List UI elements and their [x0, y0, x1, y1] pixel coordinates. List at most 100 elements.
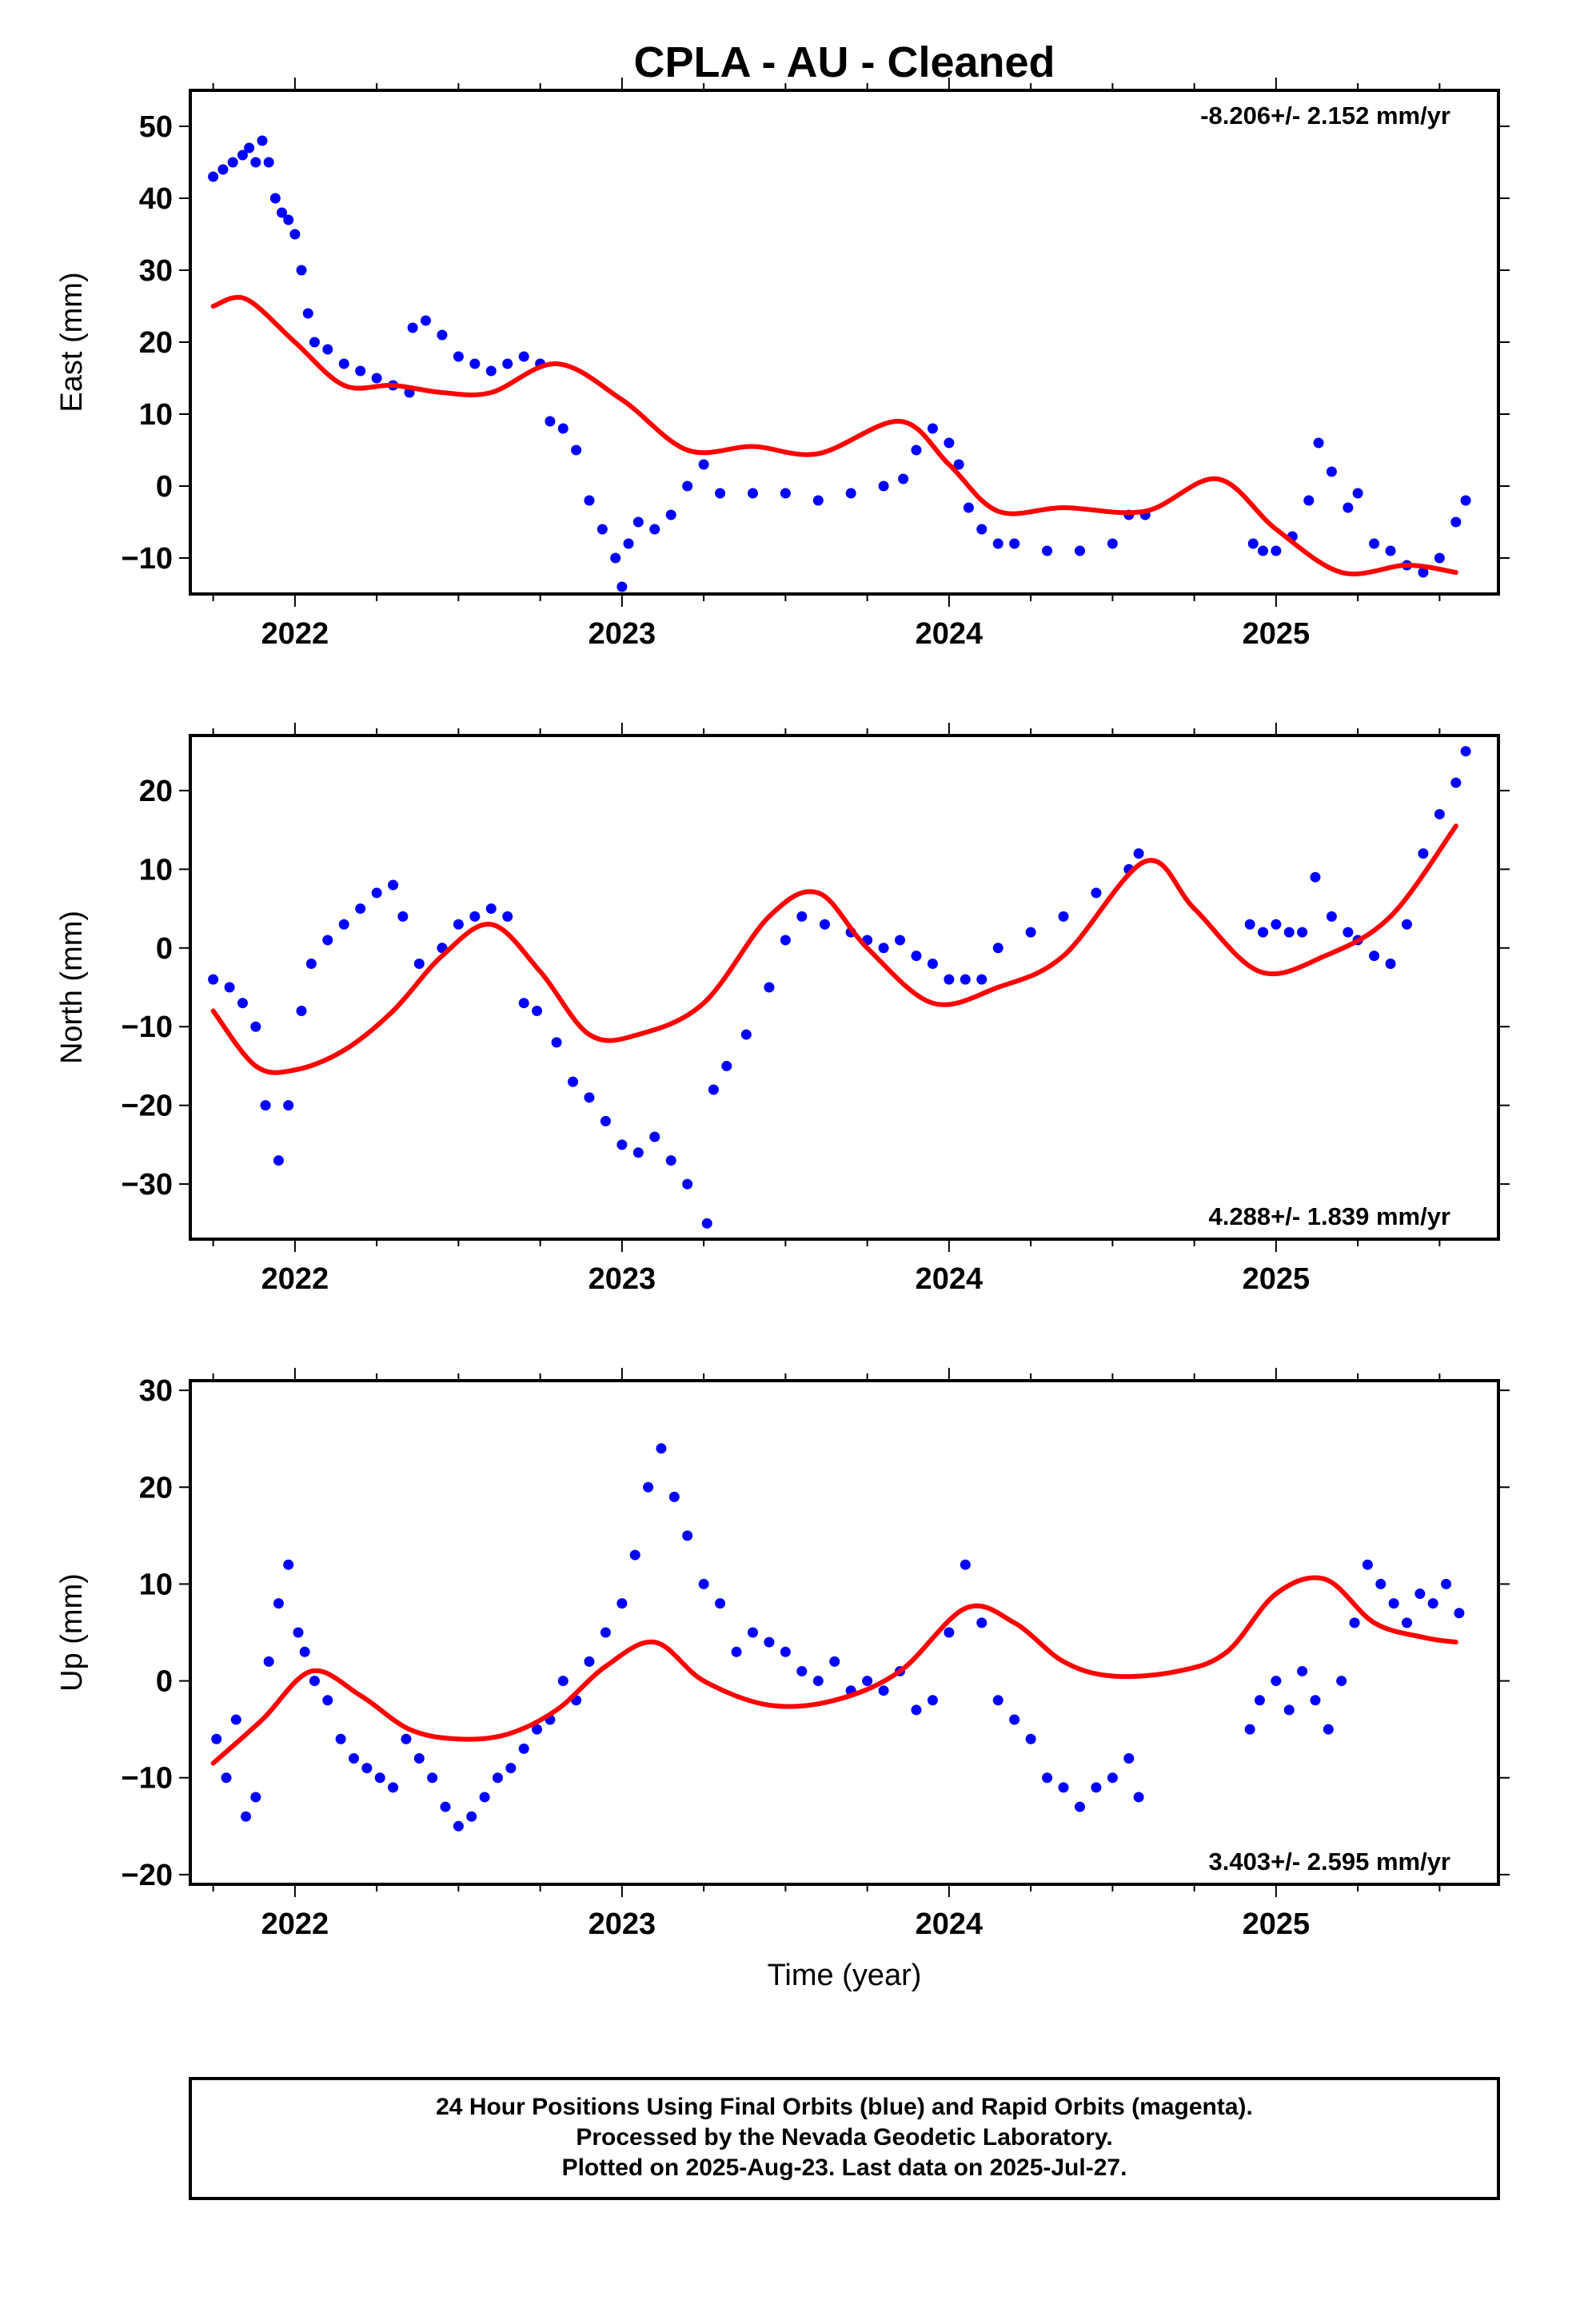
data-point [632, 516, 644, 528]
plot-area [208, 135, 1471, 592]
data-point [388, 879, 399, 891]
data-point [747, 1627, 758, 1638]
data-point [1009, 1714, 1020, 1725]
data-point [289, 229, 301, 240]
y-tick-label: 10 [139, 1568, 173, 1601]
data-point [244, 142, 255, 153]
footer-box: 24 Hour Positions Using Final Orbits (bl… [189, 2077, 1500, 2200]
data-point [1042, 545, 1053, 556]
data-point [1454, 1608, 1465, 1619]
data-point [944, 974, 955, 985]
data-point [992, 1695, 1003, 1706]
panel-1: 2022 2023 2024 2025 −10 0 10 20 30 40 50 East (mm) -… [55, 78, 1510, 651]
data-point [721, 1060, 732, 1071]
fit-curve [210, 823, 1458, 1075]
data-point [557, 423, 569, 434]
x-tick-label: 2022 [261, 1262, 329, 1296]
data-point [780, 935, 791, 946]
data-point [764, 1636, 775, 1648]
data-point [1303, 495, 1315, 506]
data-point [1271, 919, 1282, 930]
y-tick-label: 10 [139, 853, 173, 887]
data-point [427, 1772, 438, 1784]
data-point [322, 1695, 333, 1706]
y-tick-label: 30 [139, 1374, 173, 1408]
data-point [437, 329, 448, 341]
data-point [296, 1006, 307, 1017]
data-point [1247, 538, 1259, 549]
data-point [299, 1646, 310, 1657]
data-point [1133, 1792, 1144, 1803]
data-point [1427, 1598, 1438, 1609]
data-point [600, 1115, 611, 1126]
data-point [878, 943, 889, 954]
data-point [241, 1811, 252, 1822]
data-point [250, 1792, 261, 1803]
data-point [796, 1665, 808, 1676]
data-point [953, 459, 964, 470]
data-point [1326, 466, 1337, 477]
data-point [1434, 808, 1445, 819]
data-point [862, 1676, 873, 1687]
data-point [927, 423, 938, 434]
y-axis-label: North (mm) [55, 911, 89, 1064]
data-point [1258, 927, 1269, 938]
data-point [260, 1100, 271, 1111]
x-tick-label: 2023 [589, 1262, 656, 1296]
data-point [812, 495, 824, 506]
data-point [819, 919, 830, 930]
data-point [992, 538, 1003, 549]
footer-line-2: Processed by the Nevada Geodetic Laborat… [576, 2124, 1112, 2151]
y-tick-label: 0 [156, 1665, 173, 1699]
data-point [1310, 871, 1321, 883]
data-point [469, 911, 481, 922]
data-point [1271, 1676, 1282, 1687]
data-point [1283, 1704, 1295, 1716]
data-point [596, 524, 608, 535]
data-point [780, 1646, 791, 1657]
data-point [1297, 1665, 1308, 1676]
data-point [571, 444, 582, 456]
data-point [1042, 1772, 1053, 1784]
data-point [1369, 951, 1380, 962]
data-point [269, 193, 281, 204]
data-point [453, 351, 464, 362]
y-tick-label: −10 [122, 1762, 173, 1796]
data-point [616, 581, 628, 592]
data-point [623, 538, 634, 549]
data-point [208, 171, 219, 182]
data-point [600, 1627, 611, 1638]
y-tick-label: 0 [156, 470, 173, 504]
data-point [898, 473, 909, 484]
y-tick-label: 20 [139, 326, 173, 360]
data-point [796, 911, 808, 922]
data-point [1310, 1695, 1321, 1706]
data-point [568, 1076, 579, 1087]
x-tick-label: 2024 [916, 1907, 984, 1941]
fit-curve [210, 1575, 1458, 1766]
data-point [1343, 927, 1354, 938]
data-point [963, 502, 974, 513]
data-point [1025, 1733, 1036, 1744]
data-point [701, 1218, 712, 1229]
data-point [401, 1733, 412, 1744]
data-point [668, 1491, 680, 1502]
y-tick-label: −30 [122, 1168, 173, 1202]
data-point [1434, 552, 1445, 564]
data-point [584, 495, 595, 506]
data-point [469, 358, 481, 369]
data-point [643, 1481, 654, 1493]
y-tick-label: 10 [139, 398, 173, 432]
rate-label: -8.206+/- 2.152 mm/yr [1200, 102, 1450, 130]
data-point [305, 958, 317, 969]
data-point [976, 1617, 988, 1628]
data-point [1326, 911, 1337, 922]
y-tick-label: −10 [122, 1011, 173, 1044]
data-point [302, 308, 313, 319]
data-point [420, 315, 431, 326]
data-point [1450, 777, 1462, 788]
data-point [322, 935, 333, 946]
data-point [440, 1801, 451, 1812]
data-point [355, 365, 366, 377]
